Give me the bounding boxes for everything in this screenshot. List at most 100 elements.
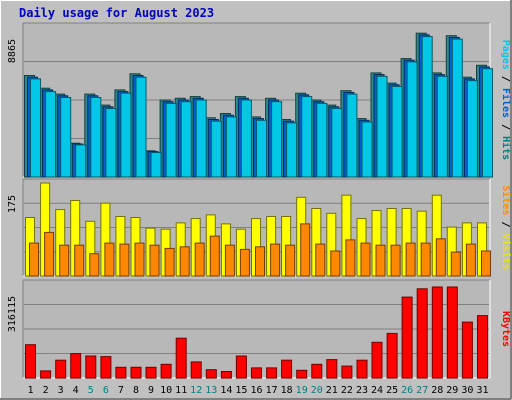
x-tick-label: 13 [205,385,217,396]
bar-pages-day-18 [286,122,298,178]
bar-pages-day-15 [240,99,252,178]
bar-pages-day-6 [105,108,117,178]
series-sites [29,223,491,277]
bar-sites-day-1 [29,242,39,277]
bar-kbytes-day-27 [416,288,428,379]
bar-pages-day-4 [75,144,87,178]
panel-middle-legend: Sites / Visits [500,185,512,269]
bar-sites-day-5 [89,253,100,277]
bar-kbytes-day-21 [326,359,338,379]
x-tick-label: 2 [43,385,49,396]
x-tick-label: 23 [356,385,368,396]
panel-top-legend: Pages / Files / Hits [500,40,512,160]
bar-kbytes-day-25 [386,332,398,379]
bar-kbytes-day-1 [25,344,36,379]
x-tick-label: 15 [235,385,247,396]
legend-part: KBytes [500,311,511,347]
bar-pages-day-5 [90,97,102,178]
bar-sites-day-16 [255,246,265,277]
bar-sites-day-8 [134,242,145,277]
bar-pages-day-22 [346,93,358,178]
x-tick-label: 17 [266,385,278,396]
legend-part: Pages [500,40,511,70]
bar-kbytes-day-30 [461,321,473,379]
x-tick-label: 9 [148,385,154,396]
bar-kbytes-day-16 [251,367,262,379]
bar-pages-day-7 [120,92,132,178]
x-tick-label: 4 [73,385,79,396]
bar-kbytes-day-9 [145,366,157,379]
bar-pages-day-14 [225,116,237,178]
bar-sites-day-29 [450,251,461,277]
panel-top: 8865 Pages / Files / Hits [7,22,512,178]
x-tick-label: 6 [103,385,109,396]
bar-sites-day-14 [224,244,235,277]
legend-part: / [500,215,511,233]
bar-kbytes-day-4 [70,353,82,379]
bar-sites-day-18 [285,244,296,277]
bar-kbytes-day-19 [296,369,308,379]
bar-kbytes-day-10 [160,363,172,379]
legend-part: / [500,118,511,136]
bar-sites-day-31 [481,250,491,277]
bar-sites-day-17 [270,243,281,277]
x-tick-label: 28 [431,385,443,396]
panel-middle-ymax-label: 175 [7,195,18,213]
bar-kbytes-day-12 [190,361,202,379]
bar-sites-day-4 [74,244,85,277]
bar-sites-day-26 [405,242,416,277]
legend-part: / [500,70,511,88]
x-tick-label: 20 [311,385,323,396]
bar-kbytes-day-11 [175,337,187,379]
x-tick-label: 5 [88,385,94,396]
bar-kbytes-day-2 [40,370,52,379]
legend-part: Visits [500,234,512,270]
x-tick-label: 18 [281,385,293,396]
series-kbytes [25,286,488,379]
bar-sites-day-10 [164,247,175,277]
bar-pages-day-10 [165,102,177,178]
bar-kbytes-day-13 [205,369,217,379]
x-axis-labels: 1 2 3 4 5 6 7 8 9 10 11 12 13 14 15 16 17 18 19 20 21 22 23 24 2… [27,385,488,396]
chart-panels: 8865 Pages / Files / Hits 175 Sites / Visit… [7,22,512,379]
bar-kbytes-day-6 [100,356,112,379]
x-tick-label: 14 [220,385,232,396]
bar-sites-day-12 [194,242,205,277]
x-tick-label: 30 [461,385,473,396]
bar-kbytes-day-22 [341,365,353,379]
bar-pages-day-19 [301,96,313,178]
bar-kbytes-day-28 [431,286,443,379]
legend-part: Files [500,88,512,118]
bar-pages-day-27 [421,36,433,178]
bar-kbytes-day-29 [446,286,458,379]
bar-sites-day-30 [465,243,476,277]
panel-bottom-ymax-label: 316115 [7,296,18,332]
bar-pages-day-25 [391,86,403,178]
bar-kbytes-day-18 [281,359,293,379]
x-tick-label: 16 [250,385,262,396]
x-tick-label: 11 [175,385,187,396]
bar-pages-day-3 [60,97,72,178]
bar-sites-day-20 [315,243,326,277]
bar-sites-day-22 [345,239,356,277]
bar-sites-day-6 [104,242,115,277]
bar-kbytes-day-17 [266,367,278,379]
bar-pages-day-28 [436,75,448,178]
panel-middle: 175 Sites / Visits [7,178,512,277]
bar-pages-day-9 [150,152,162,178]
x-tick-label: 8 [133,385,139,396]
bar-sites-day-9 [149,244,160,277]
bar-pages-day-30 [466,80,478,178]
bar-sites-day-21 [330,250,341,277]
bar-kbytes-day-31 [477,315,488,379]
x-tick-label: 25 [386,385,398,396]
x-tick-label: 24 [371,385,383,396]
legend-part: Sites [500,185,512,215]
bar-sites-day-24 [375,244,386,277]
x-tick-label: 12 [190,385,202,396]
bar-kbytes-day-20 [311,363,323,379]
bar-pages-day-17 [271,101,283,178]
x-tick-label: 1 [27,385,33,396]
x-tick-label: 21 [326,385,338,396]
